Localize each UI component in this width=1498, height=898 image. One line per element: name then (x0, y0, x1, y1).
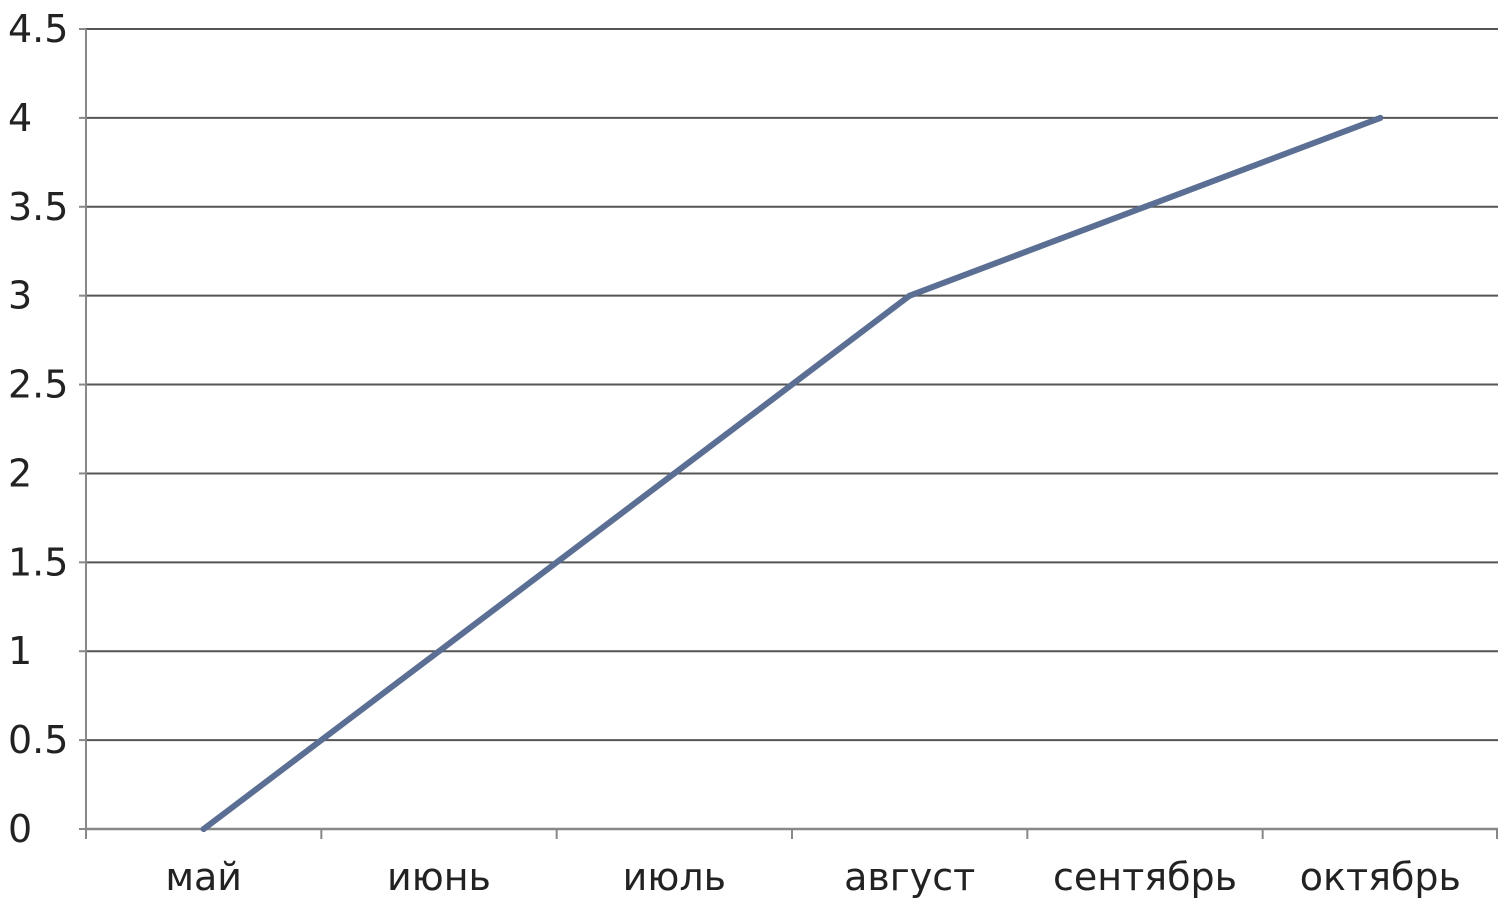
data-point-2 (436, 648, 442, 655)
y-tick-label: 4 (8, 96, 32, 140)
data-point-5 (1142, 203, 1148, 210)
series-line-1 (200, 114, 1384, 832)
series-group (200, 114, 1384, 832)
y-tick-label: 2 (8, 451, 32, 495)
x-tick-label-6: октябрь (1300, 855, 1461, 898)
x-axis-tick-labels: май июнь июль август сентябрь октябрь (165, 855, 1461, 898)
y-tick-label: 4.5 (8, 7, 68, 51)
y-tick-label: 3 (8, 274, 32, 318)
x-tick-label-2: июнь (387, 855, 491, 898)
data-point-3 (671, 470, 678, 477)
y-tick-label: 2.5 (8, 363, 68, 407)
y-tick-label: 1 (8, 629, 32, 673)
axes (79, 28, 1498, 839)
x-tick-label-3: июль (623, 855, 726, 898)
data-point-1 (200, 826, 207, 832)
y-axis-tick-labels: 0 0.5 1 1.5 2 2.5 3 3.5 4 4.5 (8, 7, 68, 851)
y-tick-label: 0 (8, 807, 32, 851)
y-tick-label: 3.5 (8, 185, 68, 229)
x-tick-label-5: сентябрь (1053, 855, 1237, 898)
y-tick-label: 0.5 (8, 718, 68, 762)
x-tick-label-4: август (844, 855, 975, 898)
data-point-4 (906, 292, 913, 299)
x-tick-label-1: май (165, 855, 242, 898)
data-point-6 (1377, 114, 1384, 121)
y-tick-label: 1.5 (8, 540, 68, 584)
